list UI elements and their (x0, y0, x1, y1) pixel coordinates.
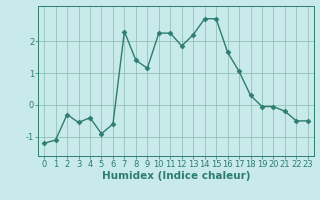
X-axis label: Humidex (Indice chaleur): Humidex (Indice chaleur) (102, 171, 250, 181)
